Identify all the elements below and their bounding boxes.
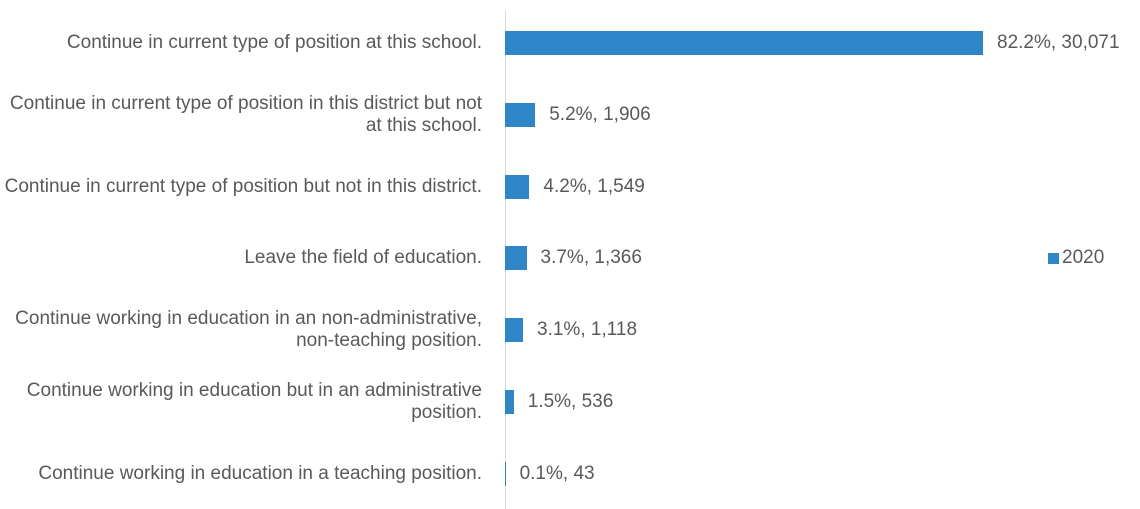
bar	[505, 31, 983, 55]
bar	[505, 390, 514, 414]
category-label: Leave the field of education.	[244, 247, 482, 269]
legend-swatch	[1048, 253, 1059, 265]
legend-label: 2020	[1062, 247, 1105, 269]
data-label: 3.1%, 1,118	[537, 319, 638, 341]
bar	[505, 318, 524, 343]
data-label: 5.2%, 1,906	[549, 103, 651, 125]
bar	[505, 246, 527, 271]
category-label: Continue in current type of position at …	[66, 32, 482, 53]
bar	[505, 461, 506, 486]
category-label: Continue in current type of position in …	[9, 92, 482, 136]
data-label: 1.5%, 536	[527, 391, 614, 412]
category-label: Continue working in education but in an …	[26, 380, 482, 423]
bar	[505, 102, 536, 127]
category-label: Continue in current type of position but…	[4, 175, 482, 197]
data-label: 82.2%, 30,071	[997, 32, 1120, 53]
data-label: 3.7%, 1,366	[540, 247, 642, 269]
data-label: 0.1%, 43	[519, 462, 595, 484]
category-label: Continue working in education in a teach…	[38, 462, 482, 484]
category-label: Continue working in education in an non-…	[15, 308, 482, 352]
data-label: 4.2%, 1,549	[543, 175, 645, 197]
bar	[505, 174, 530, 199]
